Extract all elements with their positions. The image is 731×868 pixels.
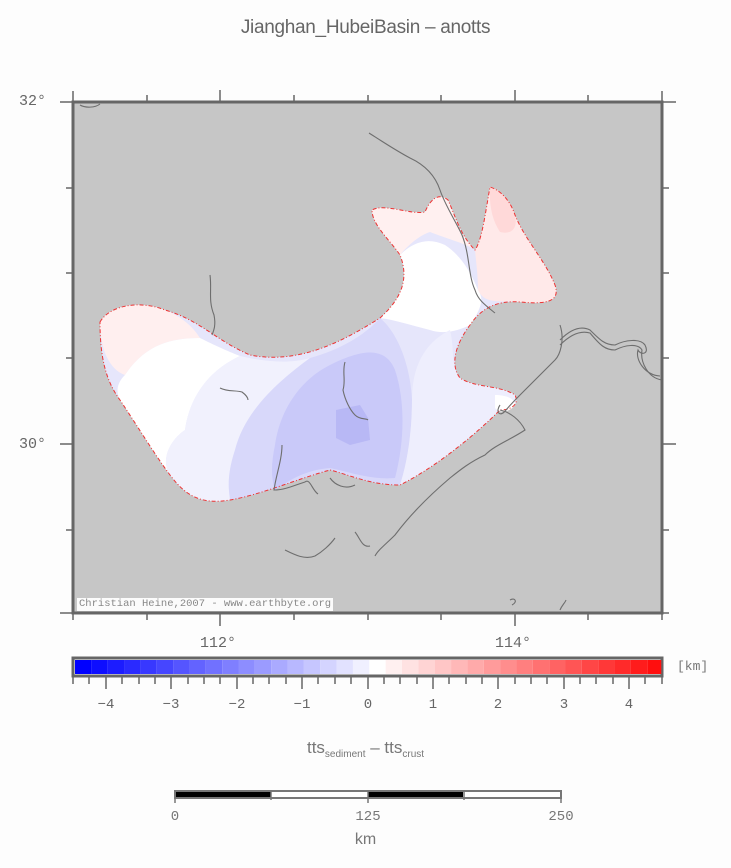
rivers <box>79 103 662 611</box>
colorbar-tick-label: 2 <box>493 697 503 713</box>
colorbar-tick-label: 3 <box>559 697 569 713</box>
colorbar-unit: [km] <box>677 659 709 674</box>
colorbar <box>71 656 664 689</box>
variable-main-2: tts <box>384 738 403 757</box>
scalebar-label-0: 0 <box>170 809 180 825</box>
lon-label-114: 114° <box>495 635 532 652</box>
lat-label-32: 32° <box>19 93 47 110</box>
colorbar-tick-label: −2 <box>228 697 246 713</box>
map-title: Jianghan_HubeiBasin – anotts <box>240 17 491 38</box>
colorbar-tick-label: −3 <box>162 697 180 713</box>
colorbar-tick-label: 4 <box>624 697 634 713</box>
basin-outline <box>99 186 557 502</box>
lat-label-30: 30° <box>19 436 47 453</box>
variable-sub-2: crust <box>402 749 425 760</box>
scalebar-unit: km <box>354 831 377 848</box>
scalebar-label-125: 125 <box>355 809 381 825</box>
credit-text: Christian Heine,2007 - www.earthbyte.org <box>77 598 334 611</box>
variable-main-1: tts <box>306 738 325 757</box>
axis-ticks <box>60 90 676 626</box>
variable-separator: – <box>365 738 385 757</box>
variable-sub-1: sediment <box>324 749 366 760</box>
colorbar-tick-label: −1 <box>293 697 311 713</box>
colorbar-tick-label: −4 <box>97 697 115 713</box>
lon-label-112: 112° <box>200 635 237 652</box>
scalebar-label-250: 250 <box>548 809 574 825</box>
scalebar <box>174 790 562 803</box>
variable-label: ttssediment – ttscrust <box>0 738 731 760</box>
colorbar-tick-label: 1 <box>428 697 438 713</box>
colorbar-tick-label: 0 <box>363 697 373 713</box>
basin-heatmap <box>99 186 557 502</box>
